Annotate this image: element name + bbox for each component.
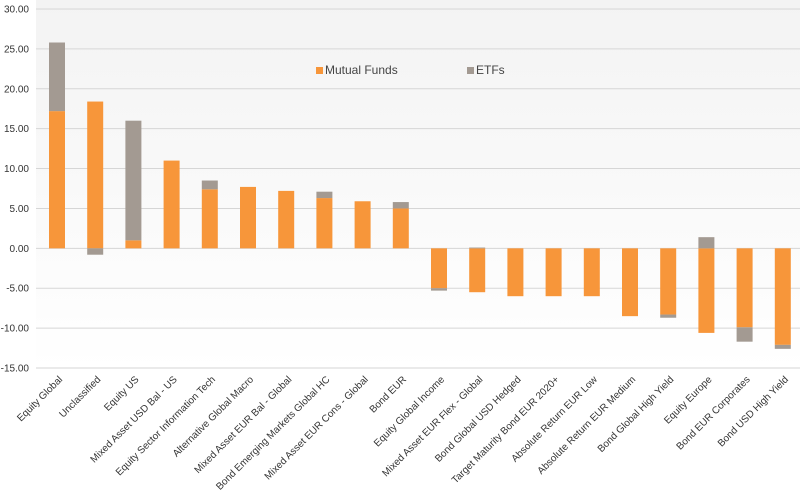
bar-etfs[interactable]	[392, 202, 409, 209]
bar-etfs[interactable]	[316, 191, 333, 199]
bar-mutual-funds[interactable]	[163, 160, 180, 249]
bar-mutual-funds[interactable]	[49, 111, 65, 249]
bar-etfs[interactable]	[49, 42, 65, 112]
bar-etfs[interactable]	[774, 344, 791, 349]
legend-item-etfs[interactable]: ETFs	[467, 63, 505, 77]
bar-mutual-funds[interactable]	[507, 248, 524, 297]
y-tick-label: 10.00	[4, 164, 29, 175]
x-category-label: Bond Global High Yield	[596, 374, 677, 455]
bar-mutual-funds[interactable]	[240, 186, 256, 249]
bar-mutual-funds[interactable]	[87, 101, 104, 249]
legend-item-mutual-funds[interactable]: Mutual Funds	[316, 63, 398, 77]
x-category-label: Bond EUR	[368, 374, 409, 415]
bar-mutual-funds[interactable]	[431, 248, 447, 289]
bar-etfs[interactable]	[469, 247, 486, 249]
bar-etfs[interactable]	[698, 237, 715, 249]
bar-etfs[interactable]	[660, 314, 677, 318]
bar-mutual-funds[interactable]	[278, 190, 295, 249]
y-tick-label: -10.00	[1, 324, 30, 335]
plot-background	[36, 0, 800, 370]
bar-mutual-funds[interactable]	[583, 248, 600, 297]
x-category-label: Bond EUR Corporates	[675, 374, 753, 452]
bar-mutual-funds[interactable]	[316, 198, 333, 249]
y-tick-label: 30.00	[4, 5, 29, 16]
bar-mutual-funds[interactable]	[125, 240, 142, 249]
bar-mutual-funds[interactable]	[736, 248, 753, 328]
legend: Mutual Funds ETFs	[316, 63, 505, 77]
legend-label-mutual-funds: Mutual Funds	[325, 63, 398, 77]
bar-mutual-funds[interactable]	[698, 248, 715, 333]
x-category-label: Equity US	[102, 374, 141, 413]
bars	[49, 42, 791, 349]
legend-label-etfs: ETFs	[476, 63, 505, 77]
legend-swatch-mutual-funds	[316, 67, 323, 74]
y-tick-label: 20.00	[4, 84, 29, 95]
bar-etfs[interactable]	[431, 288, 447, 291]
bar-etfs[interactable]	[87, 248, 104, 255]
x-category-label: Unclassified	[57, 374, 103, 420]
y-tick-label: 25.00	[4, 44, 29, 55]
bar-mutual-funds[interactable]	[545, 248, 562, 297]
bar-etfs[interactable]	[736, 327, 753, 342]
bar-mutual-funds[interactable]	[660, 248, 677, 315]
y-tick-label: 0.00	[10, 244, 30, 255]
bar-mutual-funds[interactable]	[622, 248, 638, 317]
bar-mutual-funds[interactable]	[354, 201, 371, 249]
y-axis-ticks: 30.00 25.00 20.00 15.00 10.00 5.00 0.00 -5.00 -1…	[1, 5, 30, 375]
x-category-label: Bond USD High Yield	[716, 374, 791, 449]
y-tick-label: -15.00	[1, 364, 30, 375]
y-tick-label: 5.00	[10, 204, 30, 215]
bar-mutual-funds[interactable]	[201, 189, 218, 249]
bar-mutual-funds[interactable]	[774, 248, 791, 345]
bar-mutual-funds[interactable]	[469, 248, 486, 293]
bar-etfs[interactable]	[125, 120, 142, 241]
x-category-label: Equity Global Income	[372, 374, 447, 449]
x-category-label: Equity Global	[15, 374, 65, 424]
bar-etfs[interactable]	[201, 180, 218, 190]
y-tick-label: -5.00	[6, 284, 29, 295]
y-tick-label: 15.00	[4, 124, 29, 135]
grid-lines	[36, 8, 800, 369]
legend-swatch-etfs	[467, 67, 474, 74]
bar-mutual-funds[interactable]	[392, 208, 409, 249]
